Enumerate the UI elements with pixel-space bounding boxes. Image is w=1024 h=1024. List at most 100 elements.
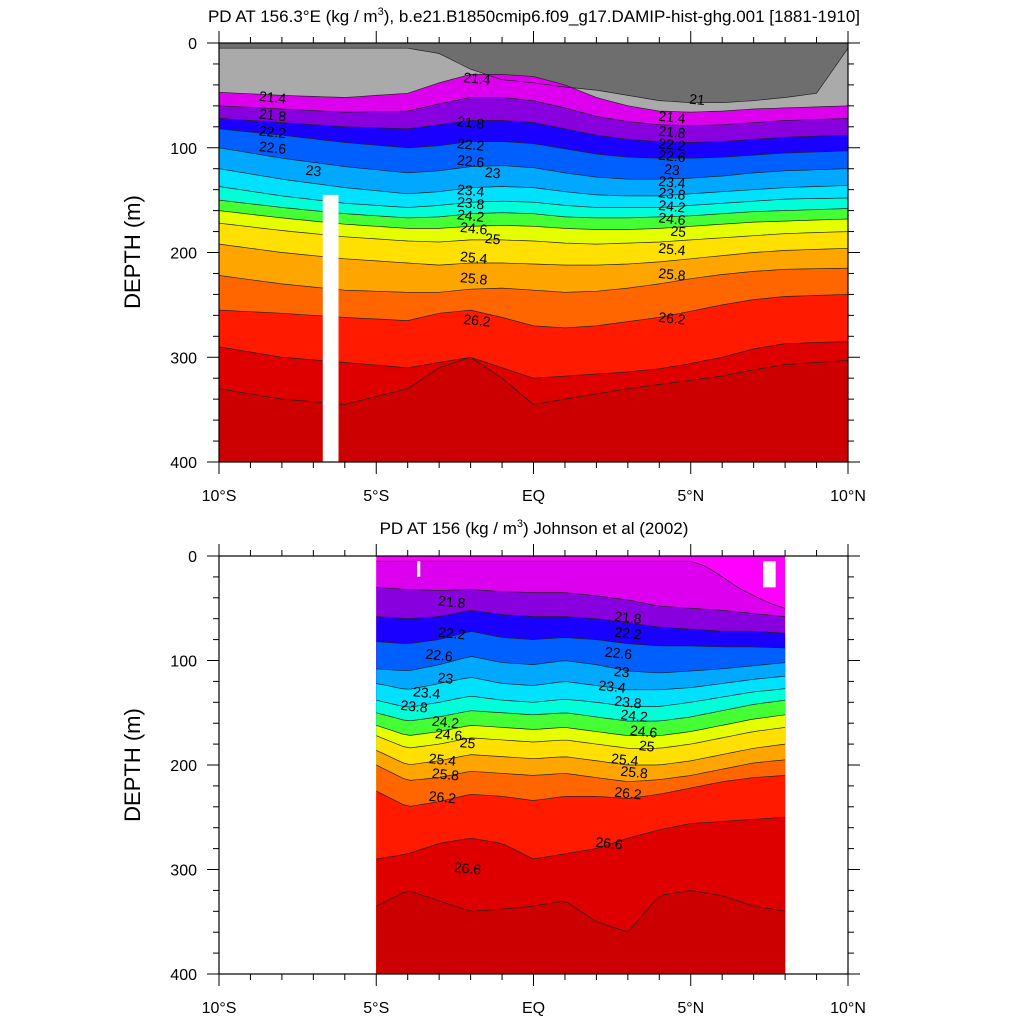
x-tick-label: EQ [522,488,545,505]
x-tick-label: 5°S [363,1000,389,1017]
y-tick-label: 300 [170,863,197,880]
y-tick-label: 100 [170,141,197,158]
contour-label: 22.2 [658,135,687,154]
contour-label: 23 [484,164,501,182]
missing-notch [763,561,776,588]
contour-label: 24.6 [434,725,463,744]
contour-label: 26.2 [428,788,457,807]
contour-band [219,357,848,462]
missing-data-masks [322,194,339,462]
contour-line [218,118,849,143]
x-tick-label: 10°N [830,1000,866,1017]
axes: 0 100 200 300 400 10°S 5°S EQ 5°N 10°N [170,544,866,1017]
contour-label: 23.8 [456,194,485,213]
contour-label: 22.6 [258,138,287,157]
contour-line [219,47,849,104]
contour-label: 23.8 [658,184,687,203]
contour-lines [218,47,849,405]
contour-label: 25.8 [658,265,687,284]
contour-label: 21.4 [658,108,687,127]
contour-line [376,816,786,860]
contour-label: 23.4 [658,173,687,192]
contour-label: 26.6 [453,859,482,878]
x-tick-label: 5°S [363,488,389,505]
contour-label: 21 [689,91,706,109]
contour-label: 25.4 [428,750,457,769]
contour-label: 21.8 [437,592,466,611]
contour-label: 22.6 [658,147,687,166]
missing-column [322,194,339,462]
y-axis-title: DEPTH (m) [120,708,145,822]
contour-line [376,610,786,634]
contour-label: 23 [437,669,454,687]
x-tick-label: 5°N [677,488,704,505]
contour-label: 25.4 [610,750,639,769]
contour-label: 25.8 [459,269,488,288]
y-axis-title: DEPTH (m) [120,195,145,309]
contour-label: 22.6 [456,152,485,171]
missing-data-masks [417,561,776,588]
x-tick-label: 10°S [202,1000,237,1017]
axes: 0 100 200 300 400 10°S 5°S EQ 5°N 10°N [170,31,866,505]
y-tick-label: 0 [188,549,197,566]
contour-label: 21.8 [456,113,485,132]
contour-label: 24.2 [431,713,460,732]
contour-line [376,699,786,722]
chart-title: PD AT 156.3°E (kg / m3), b.e21.B1850cmip… [208,6,860,26]
contour-line [218,97,849,127]
contour-label: 24.2 [658,197,687,216]
contour-label: 21.4 [258,88,287,107]
contour-label: 26.2 [614,784,643,803]
contour-label: 21.4 [463,69,492,88]
contour-lines [376,560,786,932]
contour-label: 24.2 [620,706,649,725]
x-tick-label: EQ [522,1000,545,1017]
contour-label: 23.8 [400,697,429,716]
contour-line [218,128,849,159]
contour-label: 23 [613,663,630,681]
contour-label: 24.2 [456,206,485,225]
contour-line [376,675,786,691]
contour-label: 25 [670,223,687,241]
contour-line [376,890,786,932]
y-tick-label: 0 [188,36,197,53]
contour-label: 23.4 [598,677,627,696]
contour-line [376,560,786,609]
x-tick-label: 5°N [677,1000,704,1017]
contour-line [376,714,786,737]
contour-line [376,587,786,617]
contour-label: 25.8 [620,763,649,782]
contour-label: 23.4 [412,683,441,702]
contour-line [376,775,786,807]
x-tick-label: 10°N [830,488,866,505]
contour-line [376,631,786,649]
contour-line [376,743,786,766]
contour-label: 24.6 [459,219,488,238]
y-tick-label: 300 [170,350,197,367]
contour-line [218,74,849,113]
contour-label: 23 [305,162,322,180]
contour-label: 22.2 [614,624,643,643]
y-tick-label: 400 [170,455,197,472]
panel-observations: PD AT 156 (kg / m3) Johnson et al (2002)… [120,518,866,1017]
contour-label: 22.2 [258,122,287,141]
contour-label: 21.8 [258,106,287,125]
contour-label: 23.4 [456,181,485,200]
contour-label: 25.4 [459,248,488,267]
y-tick-label: 200 [170,758,197,775]
contour-label: 25 [638,737,655,755]
contour-label: 22.6 [604,644,633,663]
contour-label: 21.8 [658,122,687,141]
y-tick-label: 200 [170,246,197,263]
panel-model: PD AT 156.3°E (kg / m3), b.e21.B1850cmip… [120,6,866,505]
contour-label: 21.8 [614,608,643,627]
contour-fills [376,556,786,974]
contour-line [376,688,786,708]
contour-line [218,147,849,180]
contour-label: 25.8 [431,765,460,784]
contour-label: 23 [663,161,680,179]
contour-label: 26.2 [463,311,492,330]
y-tick-label: 400 [170,967,197,984]
